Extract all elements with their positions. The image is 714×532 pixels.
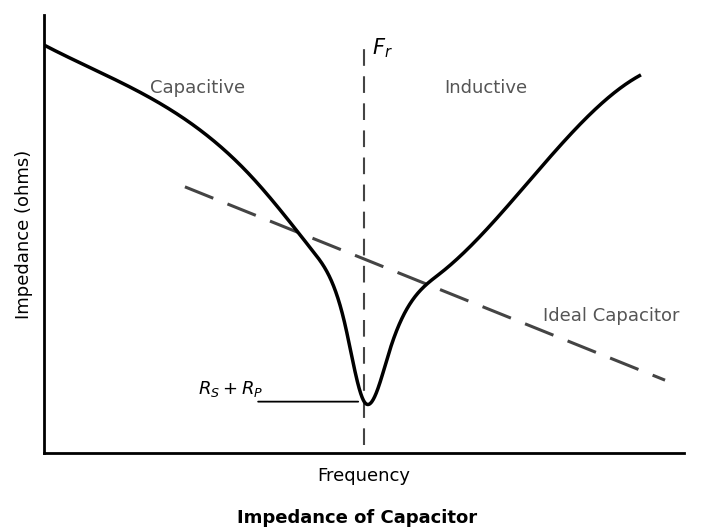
X-axis label: Frequency: Frequency bbox=[318, 467, 411, 485]
Text: $F_r$: $F_r$ bbox=[372, 37, 393, 60]
Text: Impedance of Capacitor: Impedance of Capacitor bbox=[237, 509, 477, 527]
Text: Inductive: Inductive bbox=[444, 79, 528, 97]
Text: Capacitive: Capacitive bbox=[150, 79, 246, 97]
Y-axis label: Impedance (ohms): Impedance (ohms) bbox=[15, 149, 33, 319]
Text: $R_S + R_P$: $R_S + R_P$ bbox=[198, 379, 263, 400]
Text: Ideal Capacitor: Ideal Capacitor bbox=[543, 307, 680, 325]
